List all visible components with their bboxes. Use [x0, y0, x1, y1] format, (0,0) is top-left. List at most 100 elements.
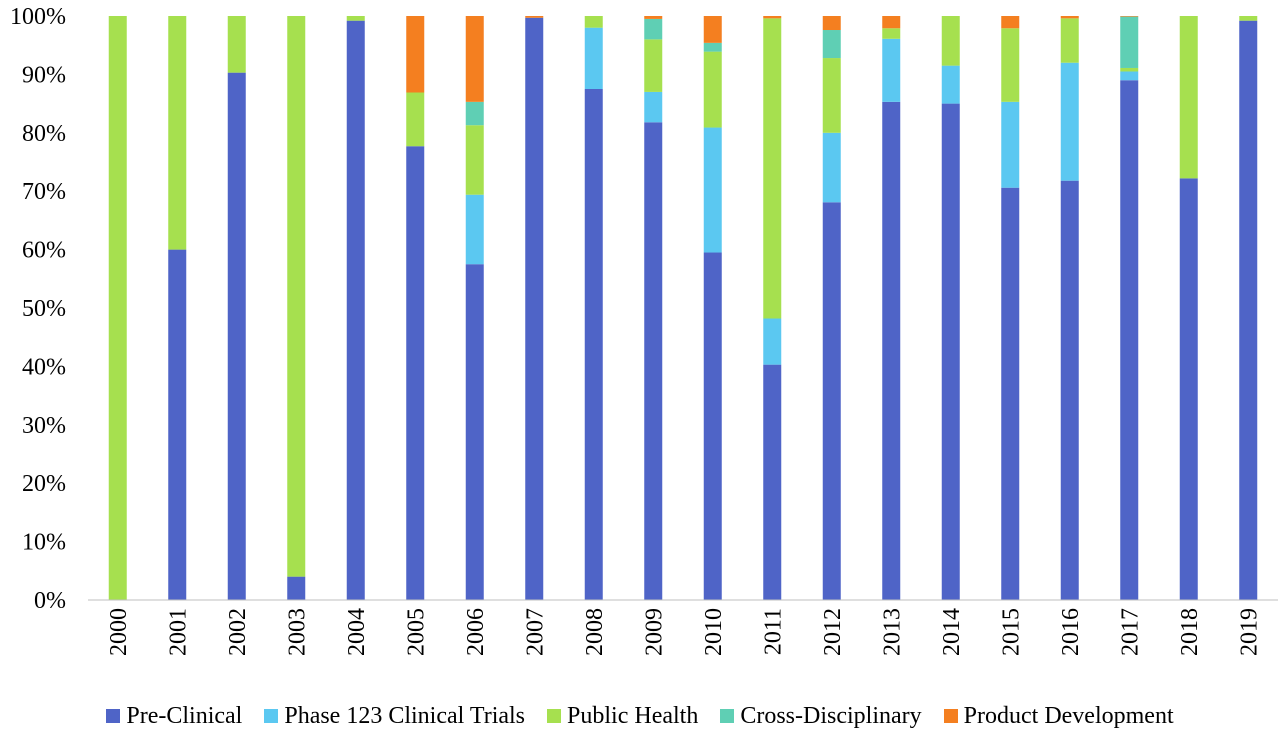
- x-tick-label: 2015: [998, 608, 1024, 656]
- x-axis-ticks: 2000 2001 2002 2003 2004 2005 2006 2007 2008 2009…: [106, 608, 1263, 656]
- legend-label: Product Development: [963, 702, 1174, 729]
- bar-segment-2007-pre-clinical: [525, 17, 544, 600]
- bar-segment-2002-pre-clinical: [227, 72, 246, 600]
- bars: [108, 16, 1258, 601]
- bar-segment-2013-public-health: [882, 28, 901, 39]
- bar-segment-2016-phase-123-clinical-trials: [1060, 62, 1079, 181]
- legend-swatch: [106, 709, 121, 723]
- bar-segment-2012-pre-clinical: [822, 202, 841, 600]
- x-tick-label: 2018: [1177, 608, 1203, 656]
- bar-segment-2018-pre-clinical: [1179, 178, 1198, 601]
- bar-segment-2009-cross-disciplinary: [644, 18, 663, 40]
- bar-segment-2003-pre-clinical: [287, 576, 306, 600]
- x-tick-label: 2009: [641, 608, 667, 656]
- bar-segment-2018-public-health: [1179, 16, 1198, 179]
- legend-item: Phase 123 Clinical Trials: [264, 703, 525, 730]
- x-tick-label: 2006: [463, 608, 489, 656]
- bar-segment-2019-pre-clinical: [1239, 20, 1258, 601]
- x-tick-label: 2003: [284, 608, 310, 656]
- legend-item: Product Development: [943, 702, 1174, 730]
- bar-segment-2011-phase-123-clinical-trials: [763, 318, 782, 365]
- bar-segment-2011-pre-clinical: [763, 364, 782, 600]
- y-tick-label: 90%: [22, 62, 66, 88]
- bar-segment-2008-pre-clinical: [584, 89, 603, 600]
- x-tick-label: 2012: [820, 608, 846, 656]
- legend-swatch: [264, 709, 279, 723]
- legend-label: Cross-Disciplinary: [740, 702, 922, 729]
- legend-label: Phase 123 Clinical Trials: [284, 702, 526, 729]
- bar-segment-2005-public-health: [406, 92, 425, 147]
- x-tick-label: 2019: [1236, 608, 1262, 656]
- legend-swatch: [547, 709, 562, 723]
- bar-segment-2019-public-health: [1239, 16, 1258, 21]
- bar-segment-2014-public-health: [941, 16, 960, 66]
- x-tick-label: 2013: [879, 608, 905, 656]
- bar-segment-2013-phase-123-clinical-trials: [882, 38, 901, 102]
- bar-segment-2014-pre-clinical: [941, 103, 960, 600]
- x-tick-label: 2007: [522, 608, 548, 656]
- x-tick-label: 2004: [344, 608, 370, 656]
- legend-label: Public Health: [567, 702, 699, 729]
- bar-segment-2001-pre-clinical: [168, 249, 187, 600]
- legend-item: Pre-Clinical: [106, 703, 242, 730]
- bar-segment-2010-product-development: [703, 16, 722, 43]
- bar-segment-2016-public-health: [1060, 18, 1079, 63]
- y-tick-label: 40%: [22, 354, 66, 380]
- bar-segment-2008-public-health: [584, 16, 603, 28]
- bar-segment-2013-product-development: [882, 16, 901, 29]
- bar-segment-2004-public-health: [346, 16, 365, 21]
- x-tick-label: 2005: [403, 608, 429, 656]
- x-tick-label: 2002: [225, 608, 251, 656]
- bar-segment-2009-product-development: [644, 16, 663, 19]
- x-tick-label: 2014: [939, 608, 965, 656]
- legend-label: Pre-Clinical: [126, 702, 243, 729]
- legend-item: Cross-Disciplinary: [720, 702, 922, 730]
- x-tick-label: 2011: [760, 608, 786, 655]
- bar-segment-2017-phase-123-clinical-trials: [1120, 71, 1139, 81]
- y-tick-label: 100%: [10, 4, 66, 30]
- x-tick-label: 2017: [1117, 608, 1143, 656]
- bar-segment-2009-pre-clinical: [644, 122, 663, 601]
- bar-segment-2007-product-development: [525, 16, 544, 18]
- legend-swatch: [720, 709, 735, 723]
- bar-segment-2011-product-development: [763, 16, 782, 19]
- bar-segment-2003-public-health: [287, 16, 306, 577]
- bar-segment-2017-product-development: [1120, 16, 1139, 17]
- x-tick-label: 2000: [106, 608, 132, 656]
- x-tick-label: 2008: [582, 608, 608, 656]
- bar-segment-2006-pre-clinical: [465, 264, 484, 600]
- bar-segment-2012-phase-123-clinical-trials: [822, 132, 841, 203]
- x-tick-label: 2010: [701, 608, 727, 656]
- bar-segment-2004-pre-clinical: [346, 20, 365, 601]
- bar-segment-2009-phase-123-clinical-trials: [644, 91, 663, 123]
- bar-segment-2010-pre-clinical: [703, 252, 722, 600]
- bar-segment-2012-public-health: [822, 58, 841, 133]
- bar-segment-2010-cross-disciplinary: [703, 42, 722, 52]
- bar-segment-2006-product-development: [465, 16, 484, 102]
- y-tick-label: 80%: [22, 121, 66, 147]
- y-tick-label: 30%: [22, 413, 66, 439]
- x-tick-label: 2001: [165, 608, 191, 656]
- bar-segment-2011-public-health: [763, 18, 782, 319]
- bar-segment-2000-public-health: [108, 16, 127, 600]
- bar-segment-2015-pre-clinical: [1001, 187, 1020, 601]
- bar-segment-2016-product-development: [1060, 16, 1079, 19]
- bar-segment-2006-public-health: [465, 125, 484, 195]
- bar-segment-2012-cross-disciplinary: [822, 30, 841, 59]
- bar-segment-2015-product-development: [1001, 16, 1020, 29]
- legend-item: Public Health: [547, 703, 698, 730]
- legend-swatch: [943, 709, 958, 723]
- bar-segment-2015-public-health: [1001, 28, 1020, 102]
- y-tick-label: 60%: [22, 238, 66, 264]
- x-tick-label: 2016: [1058, 608, 1084, 656]
- bar-segment-2017-public-health: [1120, 67, 1139, 72]
- legend: Pre-Clinical Phase 123 Clinical Trials Pub…: [0, 700, 1280, 732]
- bar-segment-2014-phase-123-clinical-trials: [941, 65, 960, 104]
- y-tick-label: 10%: [22, 530, 66, 556]
- bar-segment-2010-public-health: [703, 51, 722, 128]
- bar-segment-2005-product-development: [406, 16, 425, 93]
- bar-segment-2002-public-health: [227, 16, 246, 73]
- bar-segment-2010-phase-123-clinical-trials: [703, 127, 722, 253]
- bar-segment-2017-cross-disciplinary: [1120, 16, 1139, 68]
- bar-segment-2015-phase-123-clinical-trials: [1001, 101, 1020, 188]
